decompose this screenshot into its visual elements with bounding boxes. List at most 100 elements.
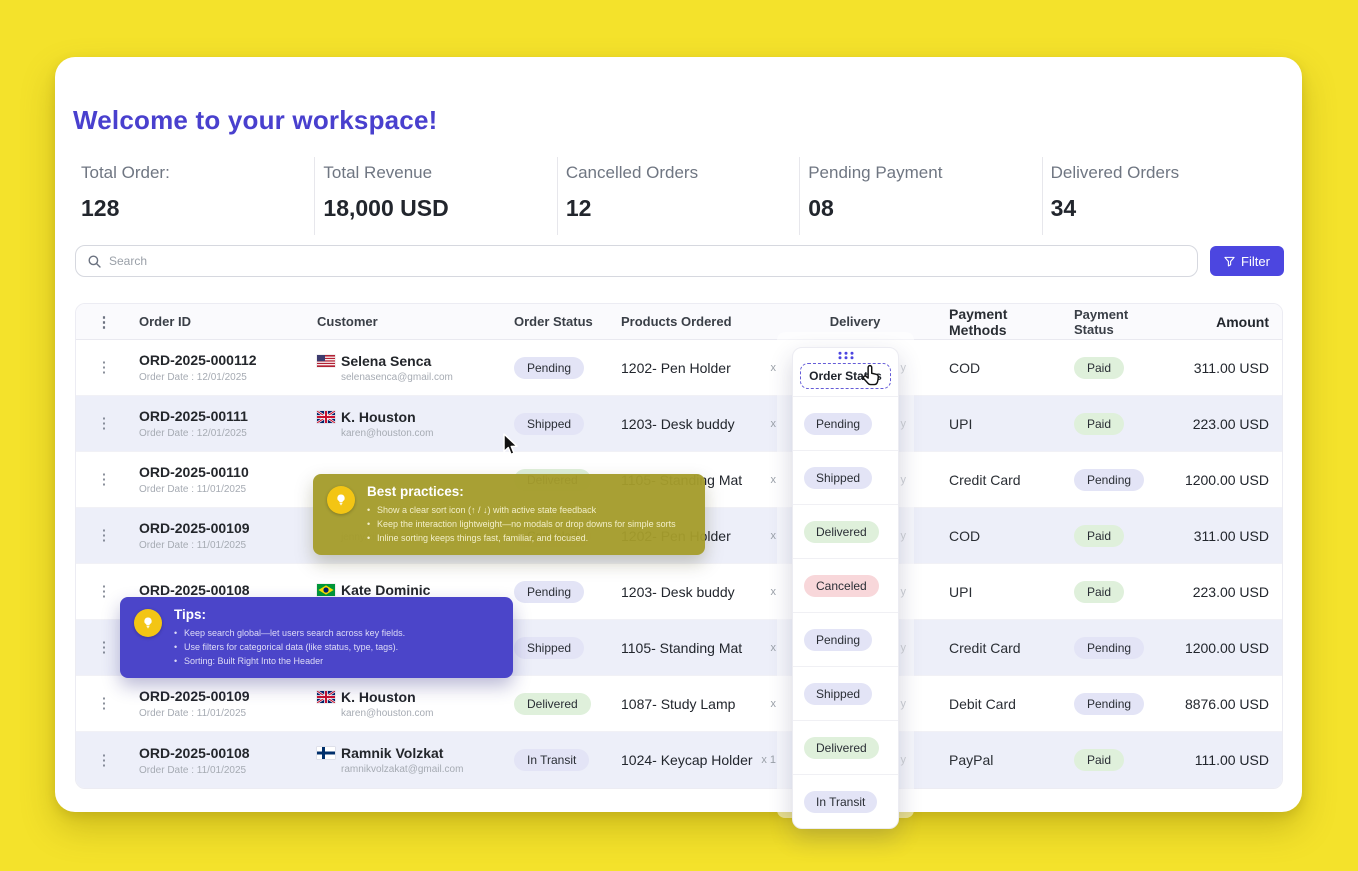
column-header-amount[interactable]: Amount <box>1216 313 1269 330</box>
order-id: ORD-2025-00111 <box>139 408 248 424</box>
filter-button[interactable]: Filter <box>1210 246 1284 276</box>
order-id: ORD-2025-00109 <box>139 688 250 704</box>
stat-label: Delivered Orders <box>1050 163 1180 182</box>
row-menu-icon[interactable]: ⋮ <box>96 751 112 769</box>
order-date: Order Date : 12/01/2025 <box>139 372 247 383</box>
flag-us-icon <box>317 354 335 367</box>
product-name: 1087- Study Lamp <box>621 695 736 712</box>
order-status-badge[interactable]: Shipped <box>514 412 585 435</box>
row-menu-icon[interactable]: ⋮ <box>96 639 112 656</box>
stat-value: 34 <box>1050 195 1077 221</box>
product-quantity: x <box>770 417 777 430</box>
order-date: Order Date : 11/01/2025 <box>139 708 247 719</box>
payment-status-badge: Pending <box>1074 692 1145 715</box>
tooltip-content: Best practices: Show a clear sort icon (… <box>367 484 676 546</box>
status-pill: Shipped <box>804 466 873 489</box>
table-row: ⋮ ORD-2025-00109 Order Date : 11/01/2025… <box>76 676 1282 732</box>
order-date: Order Date : 11/01/2025 <box>139 764 247 776</box>
dropdown-item[interactable]: Shipped <box>793 450 898 504</box>
stat-value: 128 <box>81 195 120 221</box>
column-header-order-status[interactable]: Order Status <box>514 314 593 329</box>
row-menu-icon[interactable]: ⋮ <box>96 527 112 544</box>
filter-button-label: Filter <box>1241 253 1270 269</box>
payment-status-badge: Paid <box>1074 412 1125 435</box>
search-input[interactable] <box>109 254 1185 268</box>
product-quantity: x <box>770 585 777 598</box>
status-pill: Shipped <box>804 682 873 705</box>
tips-tooltip: Tips: Keep search global—let users searc… <box>120 597 513 678</box>
row-menu-icon[interactable]: ⋮ <box>96 583 112 600</box>
order-status-badge[interactable]: Pending <box>514 356 585 379</box>
dropdown-item[interactable]: Pending <box>793 396 898 450</box>
column-header-payment-methods[interactable]: Payment Methods <box>949 305 1008 338</box>
hand-pointer-cursor <box>858 362 885 394</box>
customer-email: ramnikvolzakat@gmail.com <box>341 764 464 775</box>
status-pill: In Transit <box>804 790 878 813</box>
product-name: 1024- Keycap Holder <box>621 752 753 768</box>
table-body: ⋮ ORD-2025-000112 Order Date : 12/01/202… <box>76 340 1282 788</box>
stat-total-revenue: Total Revenue 18,000 USD <box>315 157 558 235</box>
tooltip-title: Best practices: <box>367 484 464 499</box>
search-box[interactable] <box>75 245 1198 277</box>
dropdown-item[interactable]: Delivered <box>793 504 898 558</box>
customer-name: Selena Senca <box>341 352 432 369</box>
product-quantity: x <box>770 529 777 542</box>
order-id: ORD-2025-00109 <box>139 520 250 536</box>
column-header-order-id[interactable]: Order ID <box>139 314 192 329</box>
dropdown-item[interactable]: In Transit <box>793 774 898 828</box>
column-header-products[interactable]: Products Ordered <box>621 314 732 329</box>
payment-status-badge: Pending <box>1074 636 1145 659</box>
order-id: ORD-2025-00110 <box>139 464 249 480</box>
product-name: 1105- Standing Mat <box>621 639 743 656</box>
payment-method: Credit Card <box>949 639 1021 656</box>
dropdown-item[interactable]: Pending <box>793 612 898 666</box>
tooltip-content: Tips: Keep search global—let users searc… <box>174 607 405 669</box>
stat-label: Pending Payment <box>808 163 943 182</box>
column-header-customer[interactable]: Customer <box>317 314 378 329</box>
drag-handle-icon[interactable] <box>793 348 898 360</box>
tooltip-bullet: Show a clear sort icon (↑ / ↓) with acti… <box>367 504 676 518</box>
table-row: ⋮ ORD-2025-00111 Order Date : 12/01/2025… <box>76 396 1282 452</box>
stat-total-order: Total Order: 128 <box>73 157 316 235</box>
order-status-badge[interactable]: Delivered <box>514 692 591 715</box>
tooltip-bullet: Inline sorting keeps things fast, famili… <box>367 532 676 546</box>
dropdown-item[interactable]: Delivered <box>793 720 898 774</box>
tooltip-bullet: Keep the interaction lightweight—no moda… <box>367 518 676 532</box>
dropdown-item[interactable]: Canceled <box>793 558 898 612</box>
row-menu-icon[interactable]: ⋮ <box>96 695 112 712</box>
lightbulb-icon <box>134 609 162 637</box>
column-header-payment-status[interactable]: Payment Status <box>1074 306 1129 337</box>
filter-icon <box>1224 256 1235 267</box>
status-pill: Pending <box>804 628 873 651</box>
dropdown-item[interactable]: Shipped <box>793 666 898 720</box>
flag-brazil-icon <box>317 584 335 596</box>
stats-row: Total Order: 128 Total Revenue 18,000 US… <box>73 157 1284 235</box>
order-status-badge[interactable]: In Transit <box>514 749 590 771</box>
mouse-arrow-cursor <box>500 433 522 462</box>
stat-value: 12 <box>565 195 592 221</box>
amount: 311.00 USD <box>1193 527 1269 544</box>
product-quantity: x <box>770 473 777 486</box>
product-quantity: x 1 <box>761 754 776 766</box>
row-menu-icon[interactable]: ⋮ <box>96 415 112 432</box>
search-icon <box>88 255 101 268</box>
amount: 1200.00 USD <box>1184 471 1269 488</box>
stat-cancelled-orders: Cancelled Orders 12 <box>558 157 801 235</box>
payment-method: Credit Card <box>949 471 1021 488</box>
header-menu-icon[interactable]: ⋮ <box>96 313 112 331</box>
flag-finland-icon <box>317 747 335 759</box>
row-menu-icon[interactable]: ⋮ <box>96 359 112 376</box>
row-menu-icon[interactable]: ⋮ <box>96 471 112 488</box>
best-practices-tooltip: Best practices: Show a clear sort icon (… <box>313 474 705 555</box>
customer-name: Kate Dominic <box>341 582 431 598</box>
order-status-badge[interactable]: Shipped <box>514 636 585 659</box>
product-name: 1203- Desk buddy <box>621 415 735 432</box>
payment-method: PayPal <box>949 752 994 768</box>
stat-pending-payment: Pending Payment 08 <box>800 157 1043 235</box>
page-title: Welcome to your workspace! <box>73 105 438 135</box>
order-status-badge[interactable]: Pending <box>514 580 585 603</box>
column-header-delivery[interactable]: Delivery <box>829 314 881 329</box>
payment-status-badge: Pending <box>1074 468 1145 491</box>
tooltip-bullet: Keep search global—let users search acro… <box>174 627 405 641</box>
product-quantity: x <box>770 641 777 654</box>
